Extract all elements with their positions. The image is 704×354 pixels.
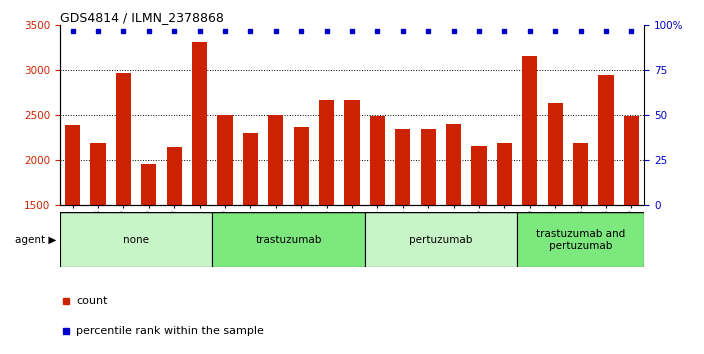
Bar [548, 103, 563, 205]
Bar [472, 146, 486, 205]
Text: trastuzumab and
pertuzumab: trastuzumab and pertuzumab [536, 229, 625, 251]
Bar [243, 133, 258, 205]
Bar [167, 147, 182, 205]
Text: agent ▶: agent ▶ [15, 235, 56, 245]
Bar [370, 115, 385, 205]
Bar [90, 143, 106, 205]
Bar [497, 143, 512, 205]
Text: trastuzumab: trastuzumab [256, 235, 322, 245]
Bar [344, 100, 360, 205]
Bar [141, 164, 156, 205]
Bar [319, 100, 334, 205]
Bar [573, 143, 589, 205]
Bar [446, 124, 461, 205]
Text: pertuzumab: pertuzumab [409, 235, 472, 245]
Bar [213, 212, 365, 267]
Bar [522, 56, 537, 205]
Bar [192, 42, 207, 205]
Bar [268, 115, 284, 205]
Bar [395, 130, 410, 205]
Bar [294, 127, 309, 205]
Bar [365, 212, 517, 267]
Bar [517, 212, 644, 267]
Bar [420, 129, 436, 205]
Text: none: none [123, 235, 149, 245]
Bar [65, 125, 80, 205]
Bar [624, 116, 639, 205]
Text: count: count [76, 296, 108, 306]
Bar [218, 115, 232, 205]
Bar [115, 73, 131, 205]
Bar [60, 212, 213, 267]
Text: GDS4814 / ILMN_2378868: GDS4814 / ILMN_2378868 [60, 11, 224, 24]
Bar [598, 75, 614, 205]
Text: percentile rank within the sample: percentile rank within the sample [76, 326, 264, 336]
